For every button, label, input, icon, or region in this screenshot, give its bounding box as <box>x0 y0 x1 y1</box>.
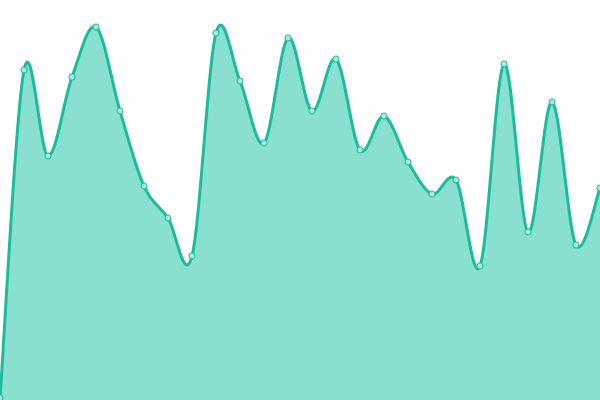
data-point-7 <box>164 214 172 222</box>
data-point-23 <box>548 98 556 106</box>
data-point-11 <box>260 139 268 147</box>
data-points <box>0 23 600 400</box>
data-point-19 <box>452 176 460 184</box>
data-point-17 <box>404 158 412 166</box>
data-point-18 <box>428 190 436 198</box>
data-point-3 <box>68 73 76 81</box>
data-point-16 <box>380 112 388 120</box>
data-point-12 <box>284 34 292 42</box>
data-point-8 <box>188 252 196 260</box>
data-point-25 <box>596 184 600 192</box>
data-point-13 <box>308 107 316 115</box>
data-point-21 <box>500 60 508 68</box>
data-point-14 <box>332 55 340 63</box>
data-point-24 <box>572 241 580 249</box>
data-point-15 <box>356 146 364 154</box>
data-point-4 <box>92 23 100 31</box>
data-point-6 <box>140 182 148 190</box>
data-point-9 <box>212 29 220 37</box>
data-point-1 <box>20 66 28 74</box>
data-point-2 <box>44 152 52 160</box>
data-point-22 <box>524 228 532 236</box>
area-fill <box>0 25 600 400</box>
data-point-0 <box>0 394 4 400</box>
data-point-5 <box>116 107 124 115</box>
data-point-20 <box>476 262 484 270</box>
data-point-10 <box>236 77 244 85</box>
